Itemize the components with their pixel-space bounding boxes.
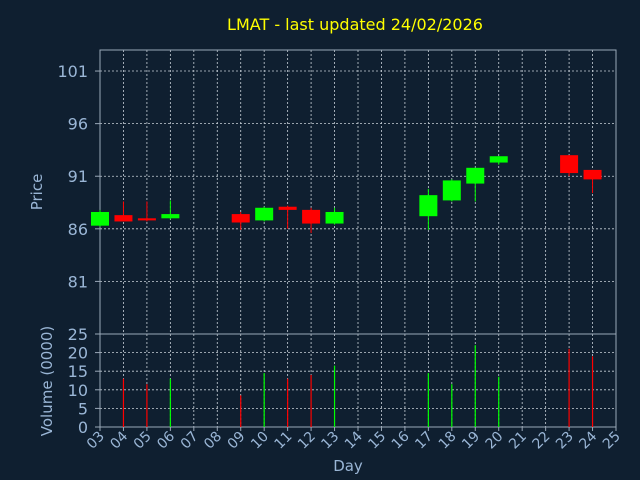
volume-tick-label: 5 — [78, 399, 88, 418]
candle-body — [91, 211, 109, 226]
day-tick-label: 11 — [272, 429, 296, 453]
day-tick-label: 22 — [530, 429, 554, 453]
price-tick-label: 101 — [57, 62, 88, 81]
day-tick-label: 09 — [225, 429, 249, 453]
day-tick-label: 12 — [295, 429, 319, 453]
candle-body — [560, 155, 579, 174]
candle-body — [419, 195, 438, 217]
candle-body — [325, 211, 344, 224]
day-tick-label: 07 — [178, 429, 202, 453]
candle-body — [137, 218, 156, 221]
volume-tick-label: 25 — [68, 325, 88, 344]
volume-tick-label: 15 — [68, 362, 88, 381]
day-tick-label: 10 — [248, 429, 272, 453]
day-tick-label: 13 — [318, 429, 342, 453]
candle-body — [442, 180, 461, 201]
volume-tick-label: 10 — [68, 381, 88, 400]
day-tick-label: 16 — [389, 428, 413, 452]
volume-axis-label: Volume (0000) — [38, 326, 56, 436]
day-tick-label: 19 — [459, 429, 483, 453]
price-panel: 81 86 91 96 101 — [57, 49, 617, 427]
candle-body — [231, 214, 250, 223]
day-tick-label: 06 — [154, 428, 178, 452]
volume-frame — [99, 333, 617, 428]
candle-body — [466, 167, 485, 184]
day-tick-label: 21 — [506, 429, 530, 453]
day-tick-label: 08 — [201, 429, 225, 453]
day-tick-label: 20 — [483, 429, 507, 453]
day-axis-label: Day — [333, 457, 363, 475]
candle-body — [161, 214, 180, 219]
price-tick-label: 96 — [68, 115, 88, 134]
candle-body — [278, 206, 297, 210]
candle-body — [489, 156, 508, 163]
candle-body — [114, 215, 133, 222]
day-tick-label: 18 — [436, 429, 460, 453]
volume-tick-label: 20 — [68, 344, 88, 363]
day-tick-label: 04 — [107, 428, 131, 452]
day-tick-label: 14 — [342, 428, 366, 452]
price-tick-label: 86 — [68, 220, 88, 239]
price-tick-label: 81 — [68, 272, 88, 291]
candle-body — [302, 209, 321, 224]
price-tick-label: 91 — [68, 167, 88, 186]
day-tick-label: 17 — [412, 429, 436, 453]
candle-body — [255, 207, 274, 221]
price-axis-label: Price — [28, 174, 46, 211]
candle-body — [583, 169, 602, 180]
volume-tick-label: 0 — [78, 418, 88, 437]
day-tick-label: 25 — [600, 429, 624, 453]
day-tick-label: 15 — [365, 429, 389, 453]
day-tick-label: 24 — [576, 428, 600, 452]
chart-title: LMAT - last updated 24/02/2026 — [227, 15, 483, 34]
day-tick-label: 23 — [553, 429, 577, 453]
day-tick-label: 05 — [131, 429, 155, 453]
